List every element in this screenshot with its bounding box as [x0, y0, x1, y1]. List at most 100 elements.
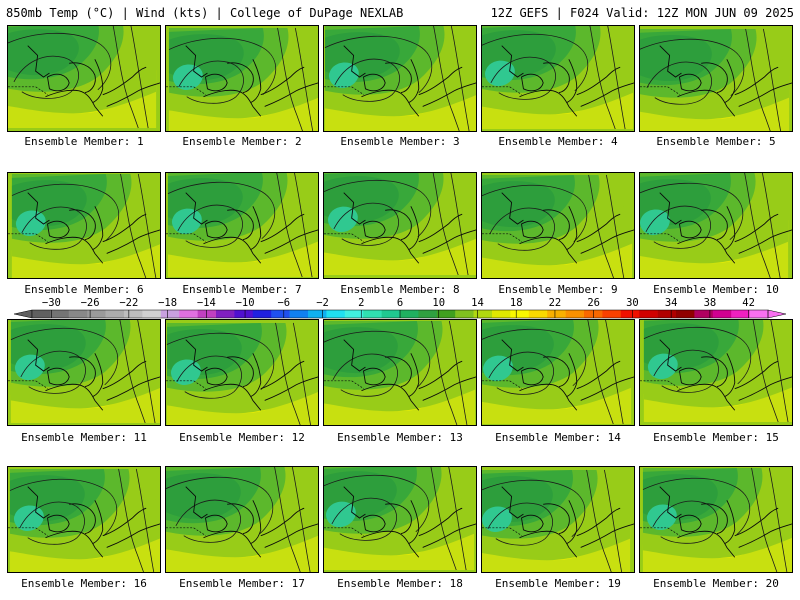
temperature-map	[166, 173, 318, 278]
colorbar-tick-label: 26	[587, 297, 600, 309]
colorbar-swatch	[381, 310, 401, 318]
ensemble-map-panel	[165, 25, 319, 132]
ensemble-map-panel	[7, 172, 161, 279]
ensemble-member-label: Ensemble Member: 4	[498, 135, 618, 148]
colorbar-tick-label: 2	[358, 297, 364, 309]
ensemble-member-label: Ensemble Member: 6	[24, 283, 144, 296]
colorbar-swatch	[124, 310, 143, 318]
ensemble-map-panel	[323, 172, 477, 279]
colorbar-swatch	[326, 310, 346, 318]
colorbar-swatch	[400, 310, 419, 318]
ensemble-member-label: Ensemble Member: 13	[337, 431, 463, 444]
ensemble-map-panel	[323, 466, 477, 573]
colorbar-swatch	[565, 310, 585, 318]
ensemble-map-panel	[481, 25, 635, 132]
colorbar-swatch	[363, 310, 382, 318]
ensemble-map-panel	[7, 466, 161, 573]
ensemble-member-label: Ensemble Member: 10	[653, 283, 779, 296]
colorbar-tick-label: 30	[626, 297, 639, 309]
ensemble-member-label: Ensemble Member: 9	[498, 283, 618, 296]
temperature-map	[324, 173, 476, 278]
temperature-map	[8, 467, 160, 572]
ensemble-member-label: Ensemble Member: 7	[182, 283, 302, 296]
ensemble-map-panel	[323, 319, 477, 426]
ensemble-map-panel	[639, 172, 793, 279]
colorbar-swatch	[418, 310, 438, 318]
ensemble-member-label: Ensemble Member: 8	[340, 283, 460, 296]
colorbar-swatch	[657, 310, 677, 318]
colorbar-swatch	[271, 310, 290, 318]
colorbar-tick-label: −6	[277, 297, 290, 309]
temperature-map	[324, 467, 476, 572]
colorbar-swatch	[308, 310, 327, 318]
temperature-map	[166, 320, 318, 425]
temperature-map	[640, 320, 792, 425]
ensemble-map-panel	[639, 466, 793, 573]
temperature-map	[166, 26, 318, 131]
colorbar-tick-label: 42	[742, 297, 755, 309]
colorbar-swatch	[32, 310, 51, 318]
colorbar-tick-label: 34	[665, 297, 678, 309]
ensemble-member-label: Ensemble Member: 2	[182, 135, 302, 148]
colorbar-swatch	[289, 310, 309, 318]
ensemble-map-panel	[481, 319, 635, 426]
ensemble-map-panel	[481, 172, 635, 279]
colorbar-tick-label: −2	[316, 297, 329, 309]
ensemble-member-label: Ensemble Member: 16	[21, 577, 147, 590]
temperature-map	[640, 26, 792, 131]
temperature-map	[8, 320, 160, 425]
ensemble-member-label: Ensemble Member: 1	[24, 135, 144, 148]
colorbar-swatch	[197, 310, 217, 318]
colorbar-swatch	[160, 310, 180, 318]
colorbar-swatch	[68, 310, 88, 318]
temperature-map	[8, 173, 160, 278]
colorbar-swatch	[216, 310, 235, 318]
colorbar-tick-label: 38	[704, 297, 717, 309]
colorbar-swatch	[105, 310, 125, 318]
ensemble-member-label: Ensemble Member: 3	[340, 135, 460, 148]
ensemble-member-label: Ensemble Member: 19	[495, 577, 621, 590]
colorbar-swatch	[602, 310, 622, 318]
ensemble-map-panel	[165, 466, 319, 573]
ensemble-map-panel	[481, 466, 635, 573]
temperature-map	[482, 467, 634, 572]
colorbar-tick-label: −22	[119, 297, 138, 309]
colorbar-swatch	[436, 310, 456, 318]
ensemble-member-label: Ensemble Member: 15	[653, 431, 779, 444]
colorbar-tick-label: −26	[81, 297, 100, 309]
temperature-map	[166, 467, 318, 572]
ensemble-map-panel	[165, 172, 319, 279]
colorbar-swatch	[252, 310, 272, 318]
ensemble-map-panel	[639, 25, 793, 132]
colorbar-swatch	[731, 310, 750, 318]
ensemble-member-label: Ensemble Member: 14	[495, 431, 621, 444]
temperature-map	[482, 320, 634, 425]
colorbar-tick-label: −18	[158, 297, 177, 309]
colorbar-tick-label: −10	[236, 297, 255, 309]
colorbar-tick-label: 6	[397, 297, 403, 309]
colorbar-tick-label: 22	[549, 297, 562, 309]
colorbar-swatch	[528, 310, 548, 318]
ensemble-member-label: Ensemble Member: 5	[656, 135, 776, 148]
temperature-map	[640, 467, 792, 572]
temperature-colorbar: −30 −26 −22 −18 −14 −10 −6 −2 2 6 10 14 18 22 26 30 34 38…	[13, 297, 787, 319]
temperature-map	[482, 26, 634, 131]
ensemble-member-label: Ensemble Member: 12	[179, 431, 305, 444]
colorbar-swatch	[584, 310, 603, 318]
colorbar-swatch	[473, 310, 493, 318]
ensemble-map-panel	[7, 319, 161, 426]
colorbar-swatch	[87, 310, 106, 318]
colorbar-swatch	[712, 310, 732, 318]
ensemble-map-panel	[165, 319, 319, 426]
colorbar-swatch	[676, 310, 695, 318]
map-title: 850mb Temp (°C) | Wind (kts) | College o…	[6, 6, 404, 20]
colorbar-swatch	[492, 310, 511, 318]
colorbar-swatch	[547, 310, 566, 318]
ensemble-member-label: Ensemble Member: 11	[21, 431, 147, 444]
temperature-map	[482, 173, 634, 278]
model-valid-time: 12Z GEFS | F024 Valid: 12Z MON JUN 09 20…	[490, 6, 794, 20]
temperature-map	[8, 26, 160, 131]
colorbar-high-arrow	[767, 309, 787, 319]
ensemble-map-panel	[7, 25, 161, 132]
temperature-map	[324, 320, 476, 425]
